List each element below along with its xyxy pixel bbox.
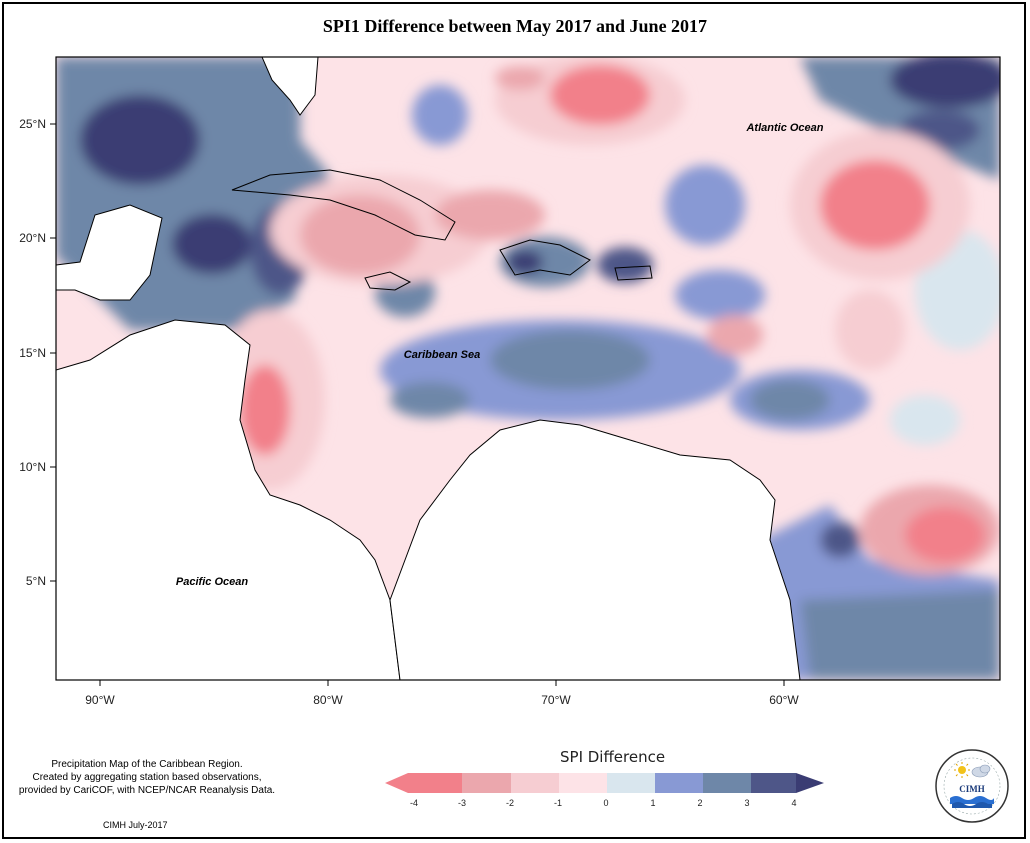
- legend-colorbar: [385, 773, 824, 793]
- lat-tick-label: 10°N: [19, 460, 46, 474]
- legend-swatch: [655, 773, 703, 793]
- landmasses: [56, 57, 801, 680]
- legend-swatch: [511, 773, 559, 793]
- lon-tick-label: 90°W: [85, 693, 115, 707]
- map-caption: Precipitation Map of the Caribbean Regio…: [8, 758, 286, 797]
- legend-arrow-right: [796, 773, 824, 793]
- lat-tick-label: 25°N: [19, 117, 46, 131]
- label-atlantic-ocean: Atlantic Ocean: [745, 122, 823, 134]
- spi-difference-field: [56, 57, 1000, 680]
- latitude-axis: 25°N 20°N 15°N 10°N 5°N: [19, 117, 56, 588]
- legend-swatch: [703, 773, 751, 793]
- wave-icon: [950, 796, 994, 808]
- legend-swatch: [607, 773, 655, 793]
- map-title: SPI1 Difference between May 2017 and Jun…: [322, 16, 708, 36]
- lat-tick-label: 20°N: [19, 231, 46, 245]
- lon-tick-label: 70°W: [541, 693, 571, 707]
- label-caribbean-sea: Caribbean Sea: [404, 349, 480, 361]
- cimh-logo: CIMH: [935, 749, 1009, 823]
- legend-swatch: [408, 773, 462, 793]
- lon-tick-label: 60°W: [769, 693, 799, 707]
- caption-line: Precipitation Map of the Caribbean Regio…: [51, 759, 243, 770]
- legend-arrow-left: [385, 773, 408, 793]
- label-pacific-ocean: Pacific Ocean: [176, 576, 248, 588]
- legend-swatch: [751, 773, 796, 793]
- cloud-icon: [971, 764, 991, 778]
- legend-tick: 3: [744, 798, 749, 808]
- longitude-axis: 90°W 80°W 70°W 60°W: [85, 680, 799, 707]
- credit-text: CIMH July-2017: [103, 820, 168, 830]
- legend-tick: -2: [506, 798, 514, 808]
- lon-tick-label: 80°W: [313, 693, 343, 707]
- legend-swatch: [559, 773, 607, 793]
- caption-line: Created by aggregating station based obs…: [32, 772, 262, 783]
- lat-tick-label: 5°N: [26, 574, 46, 588]
- caption-line: provided by CariCOF, with NCEP/NCAR Rean…: [18, 785, 276, 796]
- map-border: [55, 56, 1001, 681]
- legend-tick: 0: [603, 798, 608, 808]
- legend-tick: 1: [650, 798, 655, 808]
- lat-tick-label: 15°N: [19, 346, 46, 360]
- legend-swatch: [462, 773, 511, 793]
- legend-tick: -4: [410, 798, 418, 808]
- legend-tick: 4: [791, 798, 796, 808]
- legend-tick: 2: [697, 798, 702, 808]
- legend-tick: -1: [554, 798, 562, 808]
- legend-ticks: -4 -3 -2 -1 0 1 2 3 4: [410, 798, 797, 808]
- logo-text: CIMH: [959, 784, 985, 794]
- sun-icon: [954, 762, 970, 778]
- legend-title: SPI Difference: [560, 748, 666, 766]
- legend-tick: -3: [458, 798, 466, 808]
